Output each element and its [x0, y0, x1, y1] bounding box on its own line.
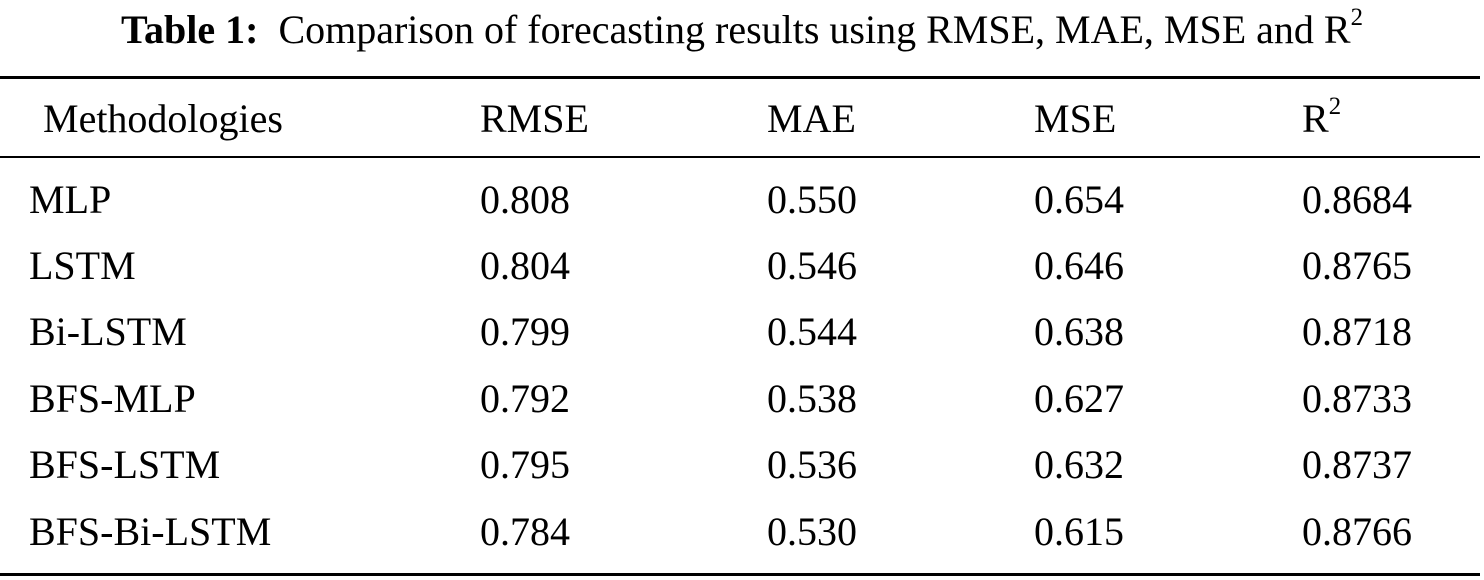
- cell-methodology: MLP: [29, 177, 112, 222]
- cell-methodology: Bi-LSTM: [29, 309, 187, 354]
- caption-label: Table 1:: [120, 7, 259, 52]
- cell-mae: 0.536: [767, 442, 857, 487]
- cell-mse: 0.646: [1034, 243, 1124, 288]
- caption-superscript: 2: [1350, 3, 1364, 31]
- header-rmse: RMSE: [480, 96, 589, 141]
- cell-rmse: 0.792: [480, 376, 570, 421]
- cell-rmse: 0.799: [480, 309, 570, 354]
- cell-mae: 0.550: [767, 177, 857, 222]
- cell-r2: 0.8733: [1302, 376, 1412, 421]
- cell-methodology: BFS-Bi-LSTM: [29, 509, 272, 554]
- table-caption: Table 1: Comparison of forecasting resul…: [0, 4, 1484, 56]
- header-rule: [0, 156, 1480, 158]
- table-row: BFS-LSTM 0.795 0.536 0.632 0.8737: [0, 435, 1480, 495]
- header-r2-base: R: [1302, 96, 1329, 141]
- cell-mae: 0.530: [767, 509, 857, 554]
- table-row: BFS-MLP 0.792 0.538 0.627 0.8733: [0, 369, 1480, 429]
- table-row: MLP 0.808 0.550 0.654 0.8684: [0, 170, 1480, 230]
- cell-r2: 0.8718: [1302, 309, 1412, 354]
- cell-r2: 0.8765: [1302, 243, 1412, 288]
- header-r2-superscript: 2: [1328, 92, 1342, 120]
- bottom-rule: [0, 573, 1480, 576]
- header-mse: MSE: [1034, 96, 1117, 141]
- cell-methodology: BFS-LSTM: [29, 442, 221, 487]
- cell-methodology: LSTM: [29, 243, 136, 288]
- cell-rmse: 0.784: [480, 509, 570, 554]
- header-mae: MAE: [767, 96, 856, 141]
- cell-rmse: 0.808: [480, 177, 570, 222]
- cell-mae: 0.538: [767, 376, 857, 421]
- cell-mse: 0.654: [1034, 177, 1124, 222]
- cell-mse: 0.638: [1034, 309, 1124, 354]
- table-row: BFS-Bi-LSTM 0.784 0.530 0.615 0.8766: [0, 502, 1480, 562]
- cell-r2: 0.8684: [1302, 177, 1412, 222]
- cell-mae: 0.546: [767, 243, 857, 288]
- cell-r2: 0.8737: [1302, 442, 1412, 487]
- cell-mse: 0.615: [1034, 509, 1124, 554]
- cell-rmse: 0.795: [480, 442, 570, 487]
- table-row: Bi-LSTM 0.799 0.544 0.638 0.8718: [0, 302, 1480, 362]
- cell-mae: 0.544: [767, 309, 857, 354]
- cell-methodology: BFS-MLP: [29, 376, 196, 421]
- table-header-row: Methodologies RMSE MAE MSE R2: [0, 89, 1480, 149]
- cell-mse: 0.632: [1034, 442, 1124, 487]
- top-rule: [0, 76, 1480, 79]
- header-r2: R2: [1302, 89, 1341, 149]
- header-methodologies: Methodologies: [43, 96, 283, 141]
- caption-text: Comparison of forecasting results using …: [278, 7, 1351, 52]
- cell-mse: 0.627: [1034, 376, 1124, 421]
- cell-rmse: 0.804: [480, 243, 570, 288]
- table-row: LSTM 0.804 0.546 0.646 0.8765: [0, 236, 1480, 296]
- cell-r2: 0.8766: [1302, 509, 1412, 554]
